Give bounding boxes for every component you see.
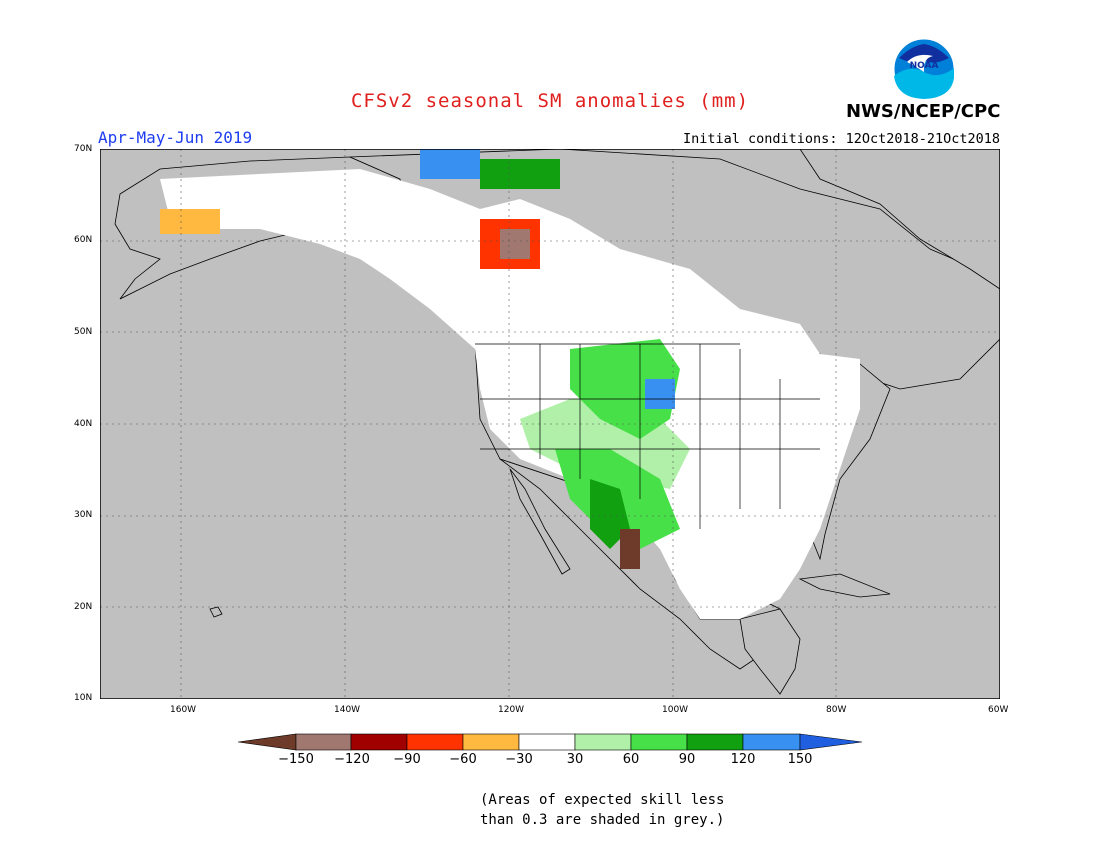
lat-label-20n: 20N — [74, 602, 93, 612]
cuba-island — [798, 573, 891, 598]
green-cell-arctic — [480, 159, 560, 189]
lat-label-70n: 70N — [74, 144, 93, 154]
season-label: Apr-May-Jun 2019 — [98, 128, 253, 147]
very-dry-cell-canada — [500, 229, 530, 259]
skill-note: (Areas of expected skill less than 0.3 a… — [430, 790, 780, 830]
colorbar-low-arrow — [238, 733, 297, 751]
map-title: CFSv2 seasonal SM anomalies (mm) — [350, 90, 750, 112]
colorbar-bin-5 — [518, 733, 576, 751]
noaa-logo: NOAA — [893, 38, 955, 100]
colorbar-label: 150 — [787, 752, 813, 767]
soil-moisture-anomaly-map — [100, 149, 1000, 699]
lon-label-160w: 160W — [170, 705, 197, 715]
colorbar-label: −90 — [393, 752, 421, 767]
colorbar-bin-9 — [742, 733, 801, 751]
lon-label-140w: 140W — [334, 705, 361, 715]
central-america — [739, 608, 801, 695]
lon-label-80w: 80W — [826, 705, 847, 715]
lat-label-10n: 10N — [74, 693, 93, 703]
colorbar-label: −30 — [505, 752, 533, 767]
colorbar-label: −150 — [278, 752, 314, 767]
colorbar-bin-6 — [574, 733, 632, 751]
white-near-normal-region — [160, 169, 860, 619]
colorbar-bin-1 — [295, 733, 352, 751]
colorbar-label: 30 — [566, 752, 584, 767]
initial-conditions-label: Initial conditions: 12Oct2018-21Oct2018 — [683, 131, 1000, 147]
skill-note-line-1: (Areas of expected skill less — [480, 792, 725, 808]
lon-label-60w: 60W — [988, 705, 1009, 715]
baja-peninsula — [509, 468, 571, 575]
graticule — [100, 149, 1000, 699]
colorbar-bin-4 — [462, 733, 520, 751]
colorbar-bin-3 — [406, 733, 464, 751]
lat-label-40n: 40N — [74, 419, 93, 429]
anomaly-cells — [160, 149, 860, 619]
state-borders — [475, 343, 820, 529]
colorbar — [238, 733, 862, 751]
logo-text: NOAA — [910, 61, 939, 71]
lat-label-60n: 60N — [74, 235, 93, 245]
lat-label-30n: 30N — [74, 510, 93, 520]
colorbar-label: 120 — [730, 752, 756, 767]
wet-cell-arctic — [420, 149, 480, 179]
dry-cell-mexico — [620, 529, 640, 569]
colorbar-high-arrow — [799, 733, 862, 751]
lat-label-50n: 50N — [74, 327, 93, 337]
colorbar-bin-7 — [630, 733, 688, 751]
dry-cell-alaska — [160, 209, 220, 234]
colorbar-label: −120 — [334, 752, 370, 767]
greenland-landmass — [799, 149, 1000, 290]
colorbar-label: 60 — [622, 752, 640, 767]
agency-label: NWS/NCEP/CPC — [846, 101, 1001, 122]
colorbar-bin-2 — [350, 733, 408, 751]
skill-note-line-2: than 0.3 are shaded in grey.) — [480, 812, 725, 828]
green-region-plains — [570, 339, 680, 439]
wet-cell-dakota — [645, 379, 675, 409]
lon-label-120w: 120W — [498, 705, 525, 715]
hawaii-island — [209, 606, 223, 618]
colorbar-label: −60 — [449, 752, 477, 767]
lon-label-100w: 100W — [662, 705, 689, 715]
colorbar-bin-8 — [686, 733, 744, 751]
colorbar-label: 90 — [678, 752, 696, 767]
